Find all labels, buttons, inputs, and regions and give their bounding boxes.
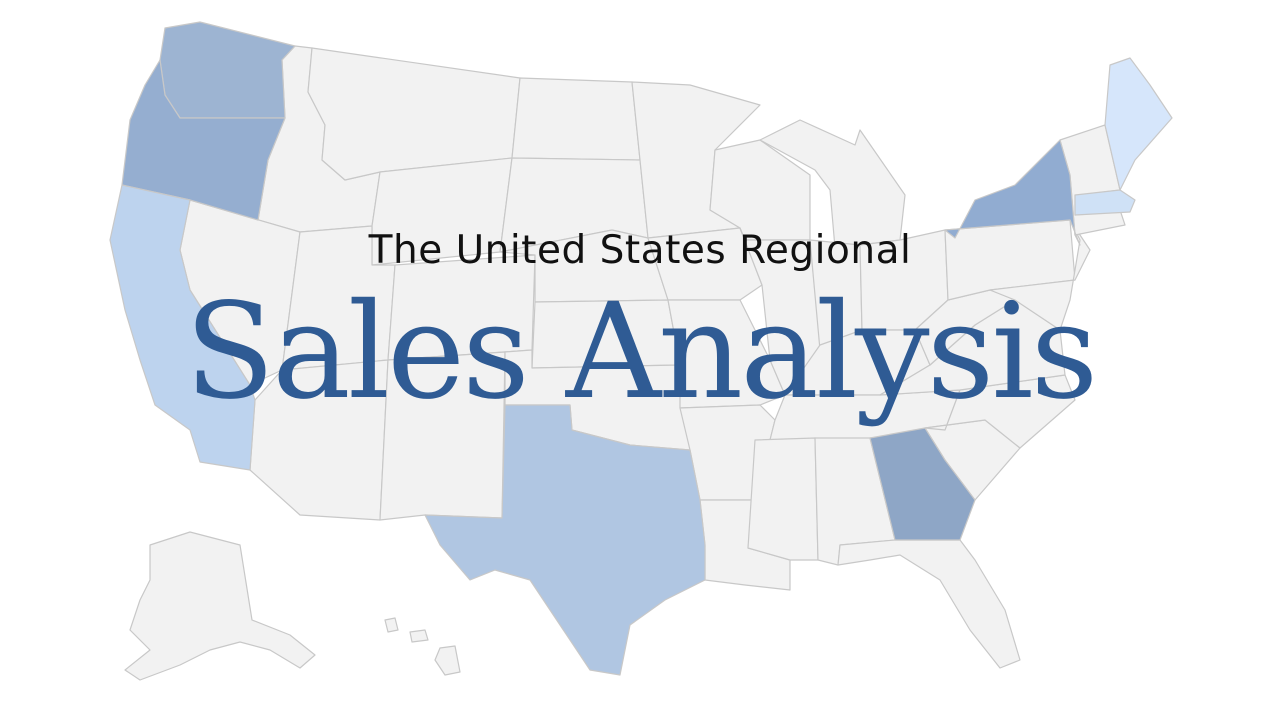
state-maine[interactable] <box>1104 57 1173 191</box>
state-washington[interactable] <box>159 21 296 119</box>
state-massachusetts[interactable] <box>1074 189 1136 216</box>
state-colorado[interactable] <box>387 254 536 361</box>
highlighted-states <box>109 21 1173 676</box>
state-new-mexico[interactable] <box>379 351 506 521</box>
state-michigan[interactable] <box>759 119 906 249</box>
state-texas[interactable] <box>424 404 706 676</box>
state-new-york[interactable] <box>944 139 1081 246</box>
state-north-dakota[interactable] <box>511 77 641 161</box>
state-iowa[interactable] <box>647 227 763 301</box>
state-wyoming[interactable] <box>371 157 513 266</box>
state-california[interactable] <box>109 184 256 471</box>
state-hawaii[interactable] <box>384 617 461 676</box>
default-states <box>124 45 1126 681</box>
state-mississippi[interactable] <box>747 437 819 561</box>
state-arizona[interactable] <box>249 359 389 521</box>
state-missouri[interactable] <box>667 299 786 409</box>
state-georgia[interactable] <box>869 427 976 541</box>
state-florida[interactable] <box>837 539 1021 669</box>
state-oregon[interactable] <box>121 59 286 221</box>
state-kansas[interactable] <box>531 299 681 369</box>
state-alaska[interactable] <box>124 531 316 681</box>
